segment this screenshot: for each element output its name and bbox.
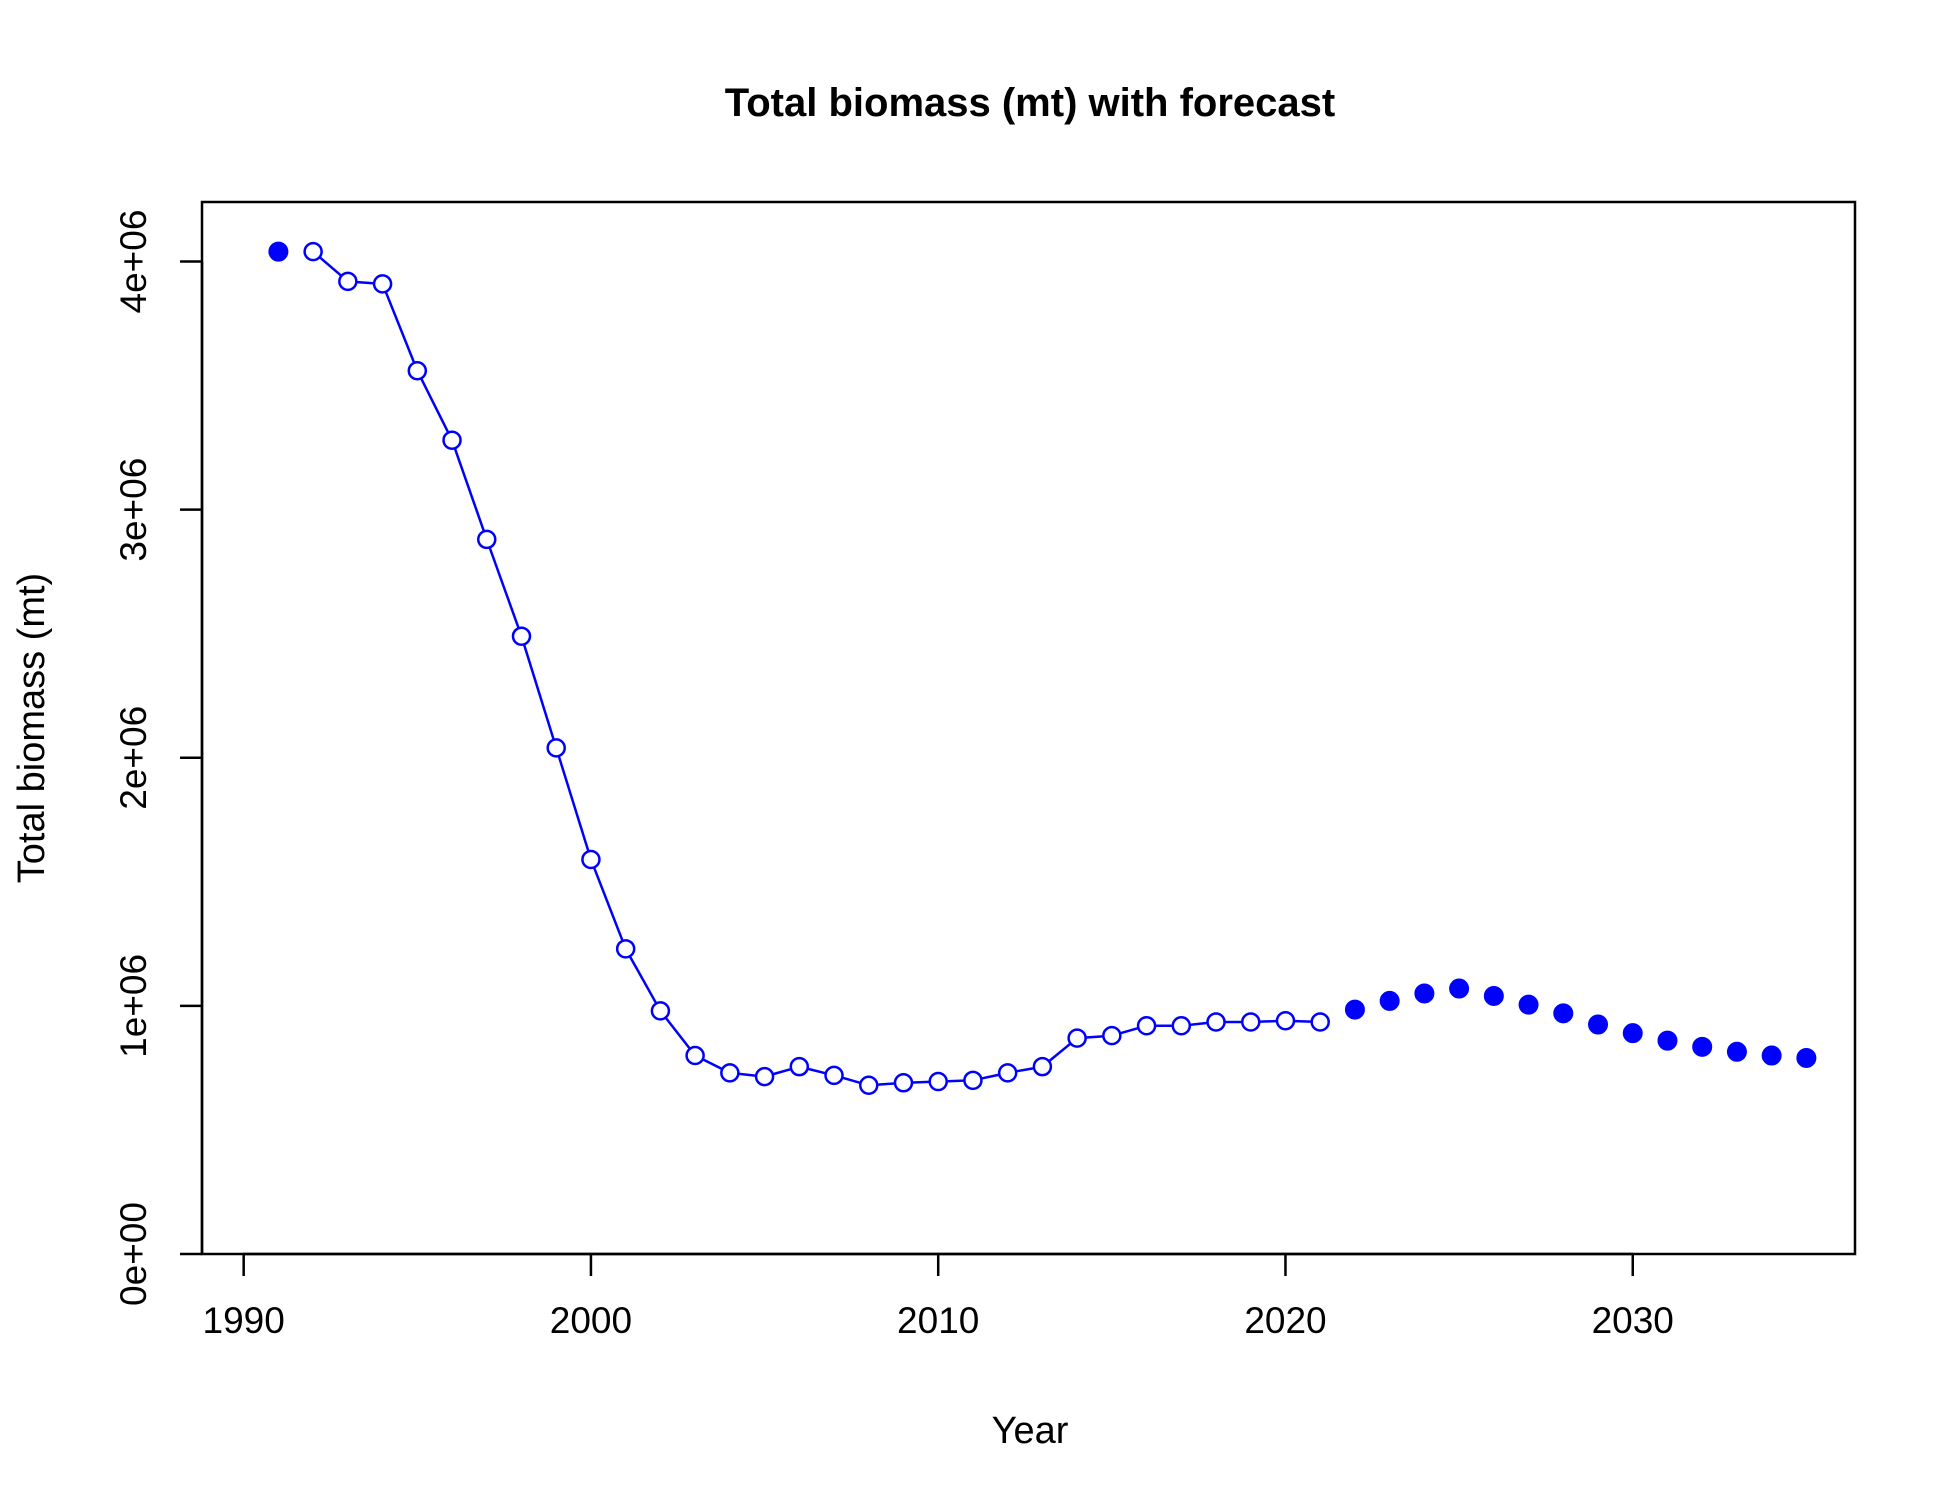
series-line-segment — [773, 1068, 791, 1076]
data-point-filled — [1518, 994, 1539, 1015]
data-point-open — [824, 1065, 844, 1086]
data-point-open — [963, 1070, 983, 1091]
data-point-filled — [1379, 990, 1400, 1011]
data-point-open — [1310, 1012, 1330, 1032]
series-line-segment — [981, 1073, 999, 1080]
data-point-open — [442, 430, 462, 450]
series-line-segment — [739, 1072, 756, 1077]
x-tick-label: 2020 — [1244, 1300, 1326, 1341]
series-line-segment — [1086, 1035, 1103, 1039]
forecast-series — [1344, 978, 1817, 1068]
series-line-segment — [665, 1017, 691, 1049]
series-line-segment — [842, 1076, 860, 1084]
data-point-open — [650, 1001, 671, 1021]
series-line-segment — [629, 956, 657, 1004]
series-line-segment — [1260, 1019, 1277, 1023]
data-point-open — [372, 274, 393, 294]
series-line-segment — [420, 378, 449, 433]
series-layer — [268, 241, 1817, 1096]
series-line-segment — [878, 1082, 895, 1086]
series-line-segment — [808, 1067, 826, 1075]
y-tick-label: 0e+00 — [113, 1202, 154, 1306]
series-line-segment — [593, 867, 624, 941]
data-point-filled — [1726, 1041, 1747, 1062]
data-point-filled — [1796, 1047, 1817, 1068]
chart-title: Total biomass (mt) with forecast — [725, 81, 1335, 125]
data-point-filled — [1692, 1036, 1713, 1057]
y-axis-label: Total biomass (mt) — [11, 573, 53, 883]
data-point-open — [511, 626, 532, 646]
x-tick-label: 1990 — [203, 1300, 285, 1341]
data-point-open — [1136, 1015, 1157, 1036]
data-point-filled — [1483, 985, 1504, 1006]
data-point-open — [928, 1071, 948, 1092]
plot-frame — [200, 200, 1857, 1256]
series-line-segment — [453, 448, 485, 531]
data-point-open — [1171, 1015, 1192, 1036]
initial-point-series — [268, 241, 289, 262]
series-line-segment — [947, 1079, 964, 1083]
x-tick-label: 2000 — [550, 1300, 632, 1341]
series-line-segment — [357, 280, 374, 285]
data-point-open — [407, 360, 428, 381]
data-point-open — [789, 1056, 810, 1077]
data-point-open — [581, 849, 601, 870]
series-line-segment — [912, 1080, 929, 1084]
series-line-segment — [1048, 1043, 1071, 1062]
data-point-open — [1102, 1025, 1122, 1046]
x-axis: 1990 2000 2010 2020 2030 — [203, 1252, 1674, 1341]
data-point-open — [546, 738, 566, 758]
data-point-open — [893, 1073, 914, 1093]
series-line-segment — [319, 256, 342, 277]
series-line-segment — [703, 1058, 722, 1070]
data-point-filled — [1657, 1030, 1678, 1051]
y-tick-label: 2e+06 — [113, 706, 154, 810]
data-point-open — [303, 241, 323, 262]
data-point-filled — [1344, 999, 1365, 1020]
data-point-open — [1206, 1012, 1226, 1032]
data-point-open — [1241, 1012, 1261, 1032]
data-point-open — [338, 271, 358, 292]
data-point-filled — [1553, 1003, 1574, 1024]
data-point-open — [615, 939, 636, 959]
series-line-segment — [523, 644, 555, 740]
data-point-filled — [1588, 1014, 1609, 1035]
data-point-filled — [1761, 1045, 1782, 1066]
series-line-segment — [1120, 1027, 1138, 1035]
data-point-open — [477, 529, 497, 550]
data-point-open — [720, 1063, 740, 1083]
y-tick-label: 1e+06 — [113, 954, 154, 1058]
y-axis: 0e+00 1e+06 2e+06 3e+06 4e+06 — [113, 210, 204, 1306]
data-point-filled — [1449, 978, 1470, 999]
x-tick-label: 2010 — [897, 1300, 979, 1341]
data-point-open — [1067, 1028, 1087, 1048]
x-axis-label: Year — [992, 1410, 1069, 1452]
data-point-filled — [268, 241, 289, 262]
data-point-open — [1275, 1011, 1296, 1031]
data-point-open — [859, 1075, 879, 1096]
historical-series — [303, 241, 1330, 1096]
y-tick-label: 4e+06 — [113, 210, 154, 314]
series-line-segment — [488, 547, 520, 628]
x-tick-label: 2030 — [1592, 1300, 1674, 1341]
series-line-segment — [384, 292, 415, 363]
series-line-segment — [1190, 1021, 1207, 1026]
series-line-segment — [1016, 1067, 1034, 1073]
data-point-filled — [1414, 983, 1435, 1004]
data-point-open — [754, 1066, 775, 1087]
series-line-segment — [557, 756, 590, 851]
data-point-open — [1032, 1056, 1053, 1077]
data-point-filled — [1622, 1023, 1643, 1044]
data-point-open — [997, 1063, 1018, 1083]
data-point-open — [685, 1045, 705, 1066]
series-line-segment — [1294, 1019, 1311, 1023]
y-tick-label: 3e+06 — [113, 458, 154, 562]
